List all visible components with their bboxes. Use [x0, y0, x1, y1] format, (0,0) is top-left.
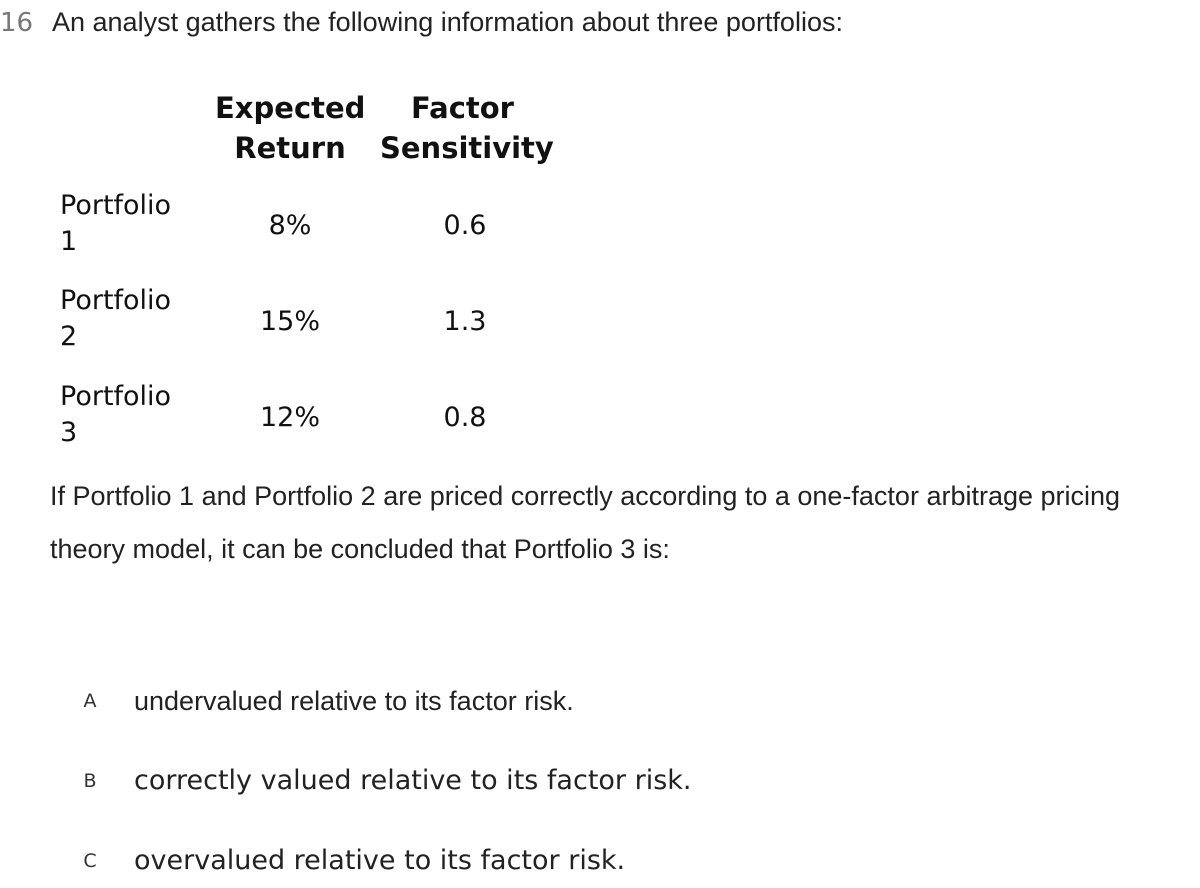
header-factor-sensitivity-line1: Factor — [411, 91, 514, 125]
option-b-letter: B — [83, 770, 97, 792]
question-text-line1: If Portfolio 1 and Portfolio 2 are price… — [50, 481, 1121, 511]
option-c-text: overvalued relative to its factor risk. — [134, 845, 626, 876]
row-label-line2: 3 — [60, 417, 78, 448]
header-expected-return-line2: Return — [234, 131, 346, 165]
row-label-portfolio-1: Portfolio 1 — [60, 188, 200, 260]
option-a-letter: A — [83, 690, 97, 712]
option-c[interactable]: C overvalued relative to its factor risk… — [0, 841, 1200, 881]
option-a[interactable]: A undervalued relative to its factor ris… — [0, 681, 1200, 721]
question-stem: An analyst gathers the following informa… — [52, 7, 843, 37]
portfolio-3-factor-sensitivity: 0.8 — [443, 402, 487, 433]
question-text: If Portfolio 1 and Portfolio 2 are price… — [50, 470, 1200, 576]
header-factor-sensitivity-line2: Sensitivity — [380, 131, 554, 165]
question-text-line2: theory model, it can be concluded that P… — [50, 534, 670, 564]
row-label-line1: Portfolio — [60, 381, 172, 412]
header-factor-sensitivity: Factor Sensitivity — [380, 88, 554, 168]
row-label-portfolio-2: Portfolio 2 — [60, 283, 200, 355]
row-label-portfolio-3: Portfolio 3 — [60, 379, 200, 451]
option-a-text: undervalued relative to its factor risk. — [134, 686, 574, 716]
option-c-letter: C — [83, 850, 97, 872]
question-number: 16 — [0, 8, 34, 38]
row-label-line2: 1 — [60, 226, 78, 257]
row-label-line1: Portfolio — [60, 285, 172, 316]
row-label-line2: 2 — [60, 321, 78, 352]
portfolio-2-factor-sensitivity: 1.3 — [443, 306, 487, 337]
portfolio-2-expected-return: 15% — [259, 306, 320, 337]
portfolio-1-expected-return: 8% — [268, 210, 312, 241]
header-expected-return: Expected Return — [215, 88, 365, 168]
row-label-line1: Portfolio — [60, 190, 172, 221]
portfolio-3-expected-return: 12% — [259, 402, 320, 433]
portfolio-1-factor-sensitivity: 0.6 — [443, 210, 487, 241]
header-expected-return-line1: Expected — [215, 91, 366, 125]
option-b[interactable]: B correctly valued relative to its facto… — [0, 761, 1200, 801]
option-b-text: correctly valued relative to its factor … — [134, 765, 692, 796]
